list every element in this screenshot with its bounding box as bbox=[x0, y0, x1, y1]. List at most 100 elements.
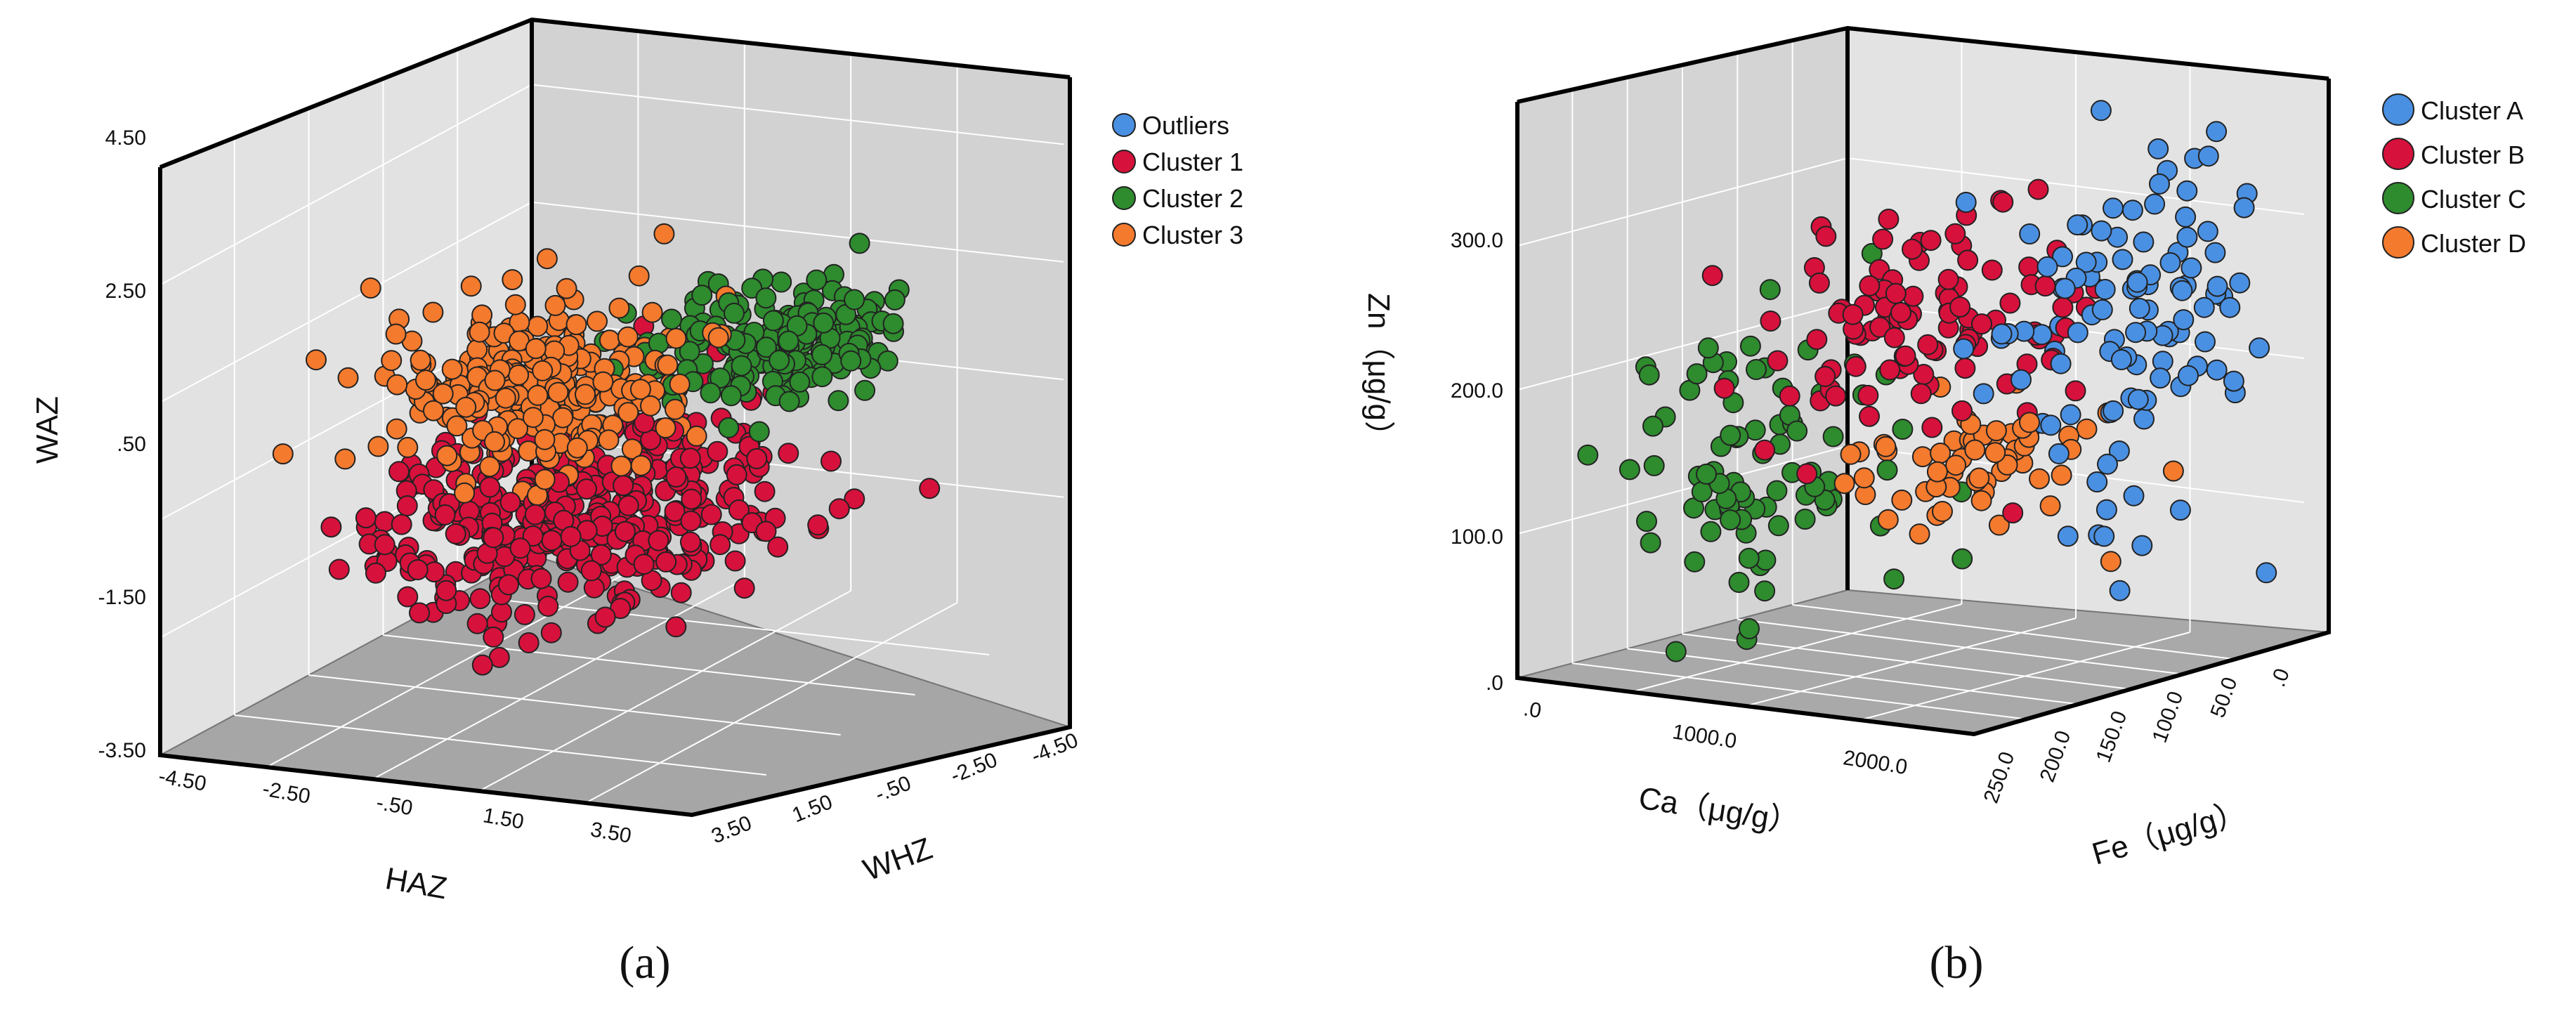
scatter-point-cluster-a bbox=[2125, 322, 2147, 344]
scatter-point-cluster-b bbox=[1872, 228, 1894, 250]
scatter-point-cluster-1 bbox=[707, 440, 728, 462]
panel-b-zlabel: Fe（μg/g） bbox=[2088, 795, 2251, 871]
scatter-point-cluster-3 bbox=[385, 323, 407, 345]
scatter-point-cluster-a bbox=[2121, 200, 2143, 221]
scatter-point-cluster-b bbox=[1902, 285, 1924, 307]
scatter-point-cluster-2 bbox=[755, 336, 777, 358]
scatter-point-cluster-b bbox=[1879, 359, 1901, 381]
scatter-point-cluster-b bbox=[1869, 316, 1891, 338]
scatter-point-cluster-c bbox=[1794, 509, 1816, 530]
scatter-point-cluster-a bbox=[2091, 299, 2113, 320]
scatter-point-cluster-3 bbox=[460, 275, 482, 297]
scatter-point-cluster-3 bbox=[504, 294, 526, 315]
scatter-point-cluster-d bbox=[1964, 439, 1986, 461]
scatter-point-cluster-2 bbox=[789, 371, 811, 393]
scatter-point-cluster-c bbox=[1739, 618, 1760, 639]
legend-marker-cluster-2 bbox=[1112, 186, 1136, 210]
panel-b-ztick: 150.0 bbox=[2092, 708, 2132, 766]
scatter-point-cluster-a bbox=[2195, 331, 2216, 353]
scatter-point-cluster-1 bbox=[466, 613, 488, 634]
scatter-point-cluster-a bbox=[2108, 440, 2130, 462]
scatter-point-cluster-c bbox=[1691, 481, 1713, 502]
scatter-point-cluster-a bbox=[2091, 220, 2112, 242]
scatter-point-cluster-1 bbox=[590, 544, 612, 566]
scatter-point-cluster-d bbox=[1875, 436, 1897, 457]
scatter-point-cluster-b bbox=[2018, 256, 2040, 278]
scatter-point-cluster-3 bbox=[507, 418, 528, 440]
scatter-point-cluster-1 bbox=[655, 551, 677, 573]
scatter-point-cluster-c bbox=[1766, 480, 1788, 502]
panel-a-ytick: .50 bbox=[117, 433, 146, 456]
scatter-point-cluster-2 bbox=[718, 417, 740, 438]
scatter-point-cluster-3 bbox=[446, 415, 468, 437]
scatter-point-cluster-1 bbox=[633, 554, 655, 575]
scatter-point-cluster-c bbox=[1786, 420, 1808, 442]
legend-label: Cluster D bbox=[2421, 229, 2526, 258]
scatter-point-cluster-a bbox=[2249, 337, 2270, 359]
scatter-point-cluster-b bbox=[1760, 311, 1781, 332]
scatter-point-cluster-1 bbox=[407, 559, 429, 580]
scatter-point-cluster-b bbox=[2034, 275, 2056, 297]
scatter-point-cluster-1 bbox=[434, 504, 456, 525]
legend-label: Outliers bbox=[1142, 111, 1229, 140]
scatter-point-cluster-1 bbox=[664, 501, 686, 522]
scatter-point-cluster-b bbox=[1767, 350, 1789, 372]
scatter-point-cluster-3 bbox=[630, 455, 652, 476]
scatter-point-cluster-a bbox=[1991, 323, 2013, 345]
scatter-point-cluster-3 bbox=[608, 297, 630, 319]
panel-b-ztick: 100.0 bbox=[2148, 688, 2188, 746]
scatter-point-cluster-d bbox=[1970, 490, 1992, 511]
scatter-point-cluster-3 bbox=[628, 265, 650, 287]
scatter-point-cluster-1 bbox=[710, 534, 731, 556]
scatter-point-cluster-b bbox=[1815, 226, 1837, 247]
scatter-point-cluster-b bbox=[1825, 385, 1847, 407]
panel-a-chart: 4.50 2.50 .50 -1.50 -3.50 -4.50 -2.50 -.… bbox=[30, 0, 1243, 988]
scatter-point-cluster-c bbox=[1720, 424, 1741, 446]
scatter-point-cluster-3 bbox=[527, 384, 549, 406]
scatter-point-cluster-2 bbox=[806, 269, 828, 291]
scatter-point-cluster-a bbox=[2229, 272, 2251, 294]
scatter-point-cluster-3 bbox=[617, 402, 639, 424]
scatter-point-cluster-3 bbox=[641, 301, 663, 323]
scatter-point-cluster-a bbox=[2178, 365, 2199, 386]
scatter-point-cluster-3 bbox=[502, 269, 523, 291]
scatter-point-cluster-b bbox=[1845, 355, 1866, 377]
panel-b-legend: Cluster A Cluster B Cluster C Cluster D bbox=[2382, 93, 2526, 259]
scatter-point-cluster-2 bbox=[748, 421, 770, 443]
scatter-point-cluster-a bbox=[2176, 226, 2198, 248]
scatter-point-cluster-3 bbox=[556, 277, 577, 299]
scatter-point-cluster-c bbox=[1767, 515, 1789, 537]
scatter-point-cluster-a bbox=[2109, 580, 2131, 601]
scatter-point-cluster-b bbox=[1937, 268, 1959, 290]
scatter-point-cluster-1 bbox=[537, 596, 559, 617]
scatter-point-cluster-a bbox=[2173, 309, 2195, 331]
scatter-point-cluster-1 bbox=[483, 626, 504, 648]
scatter-point-cluster-1 bbox=[388, 461, 410, 483]
scatter-point-cluster-1 bbox=[733, 577, 755, 599]
scatter-point-cluster-a bbox=[1953, 338, 1975, 360]
scatter-point-cluster-b bbox=[2002, 502, 2024, 524]
scatter-point-cluster-a bbox=[2126, 271, 2148, 293]
scatter-point-cluster-3 bbox=[592, 371, 614, 393]
panel-b-ytick: 200.0 bbox=[1451, 379, 1503, 403]
scatter-point-cluster-2 bbox=[755, 287, 777, 309]
scatter-point-cluster-2 bbox=[840, 350, 862, 372]
scatter-point-cluster-1 bbox=[767, 536, 789, 558]
scatter-point-cluster-a bbox=[2133, 408, 2155, 430]
scatter-point-cluster-b bbox=[1890, 301, 1911, 323]
legend-marker-outliers bbox=[1112, 113, 1136, 137]
scatter-point-cluster-2 bbox=[710, 367, 731, 389]
scatter-point-cluster-a bbox=[2057, 525, 2079, 547]
scatter-point-cluster-b bbox=[1921, 417, 1943, 438]
scatter-point-cluster-c bbox=[1643, 455, 1665, 476]
scatter-point-cluster-a bbox=[2093, 525, 2115, 547]
scatter-point-cluster-3 bbox=[575, 384, 596, 405]
scatter-point-cluster-a bbox=[2206, 121, 2228, 143]
scatter-point-cluster-2 bbox=[769, 350, 790, 371]
scatter-point-cluster-a bbox=[2075, 251, 2097, 273]
scatter-point-cluster-b bbox=[1878, 209, 1900, 230]
scatter-point-cluster-1 bbox=[445, 523, 466, 544]
scatter-point-cluster-a bbox=[2175, 206, 2197, 228]
scatter-point-cluster-b bbox=[2052, 296, 2074, 318]
scatter-point-cluster-a bbox=[2133, 231, 2155, 253]
